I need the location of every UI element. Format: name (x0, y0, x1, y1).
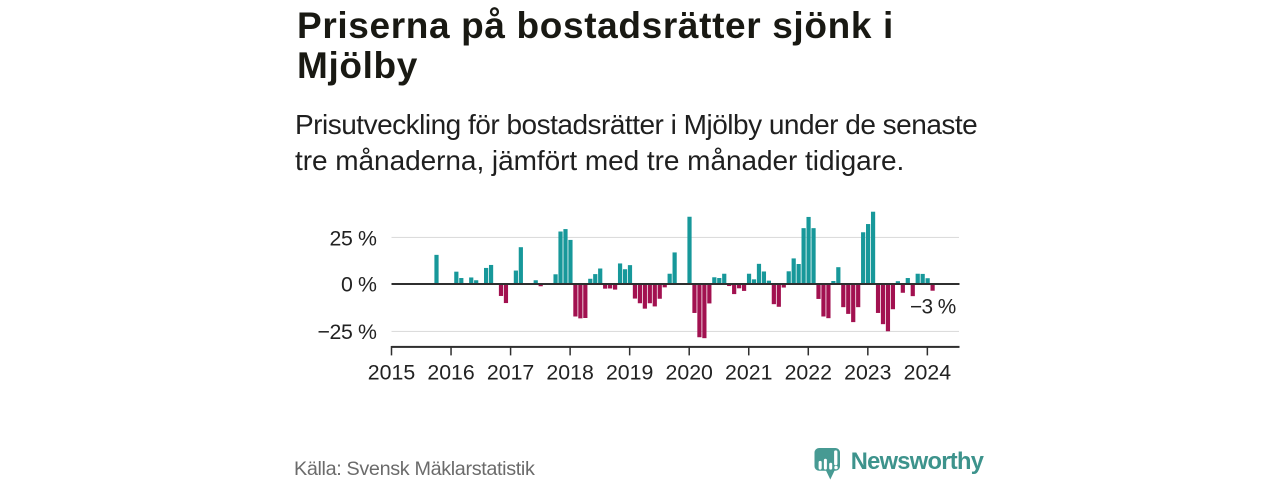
svg-text:2015: 2015 (368, 360, 415, 384)
svg-text:−25 %: −25 % (318, 320, 377, 344)
svg-text:0 %: 0 % (341, 272, 377, 296)
svg-text:2024: 2024 (904, 360, 952, 384)
svg-text:−3 %: −3 % (910, 295, 956, 318)
svg-text:2021: 2021 (725, 360, 772, 384)
svg-text:2016: 2016 (427, 360, 474, 384)
svg-text:2022: 2022 (785, 360, 832, 384)
svg-text:25 %: 25 % (330, 227, 377, 251)
svg-text:2019: 2019 (606, 360, 653, 384)
svg-text:2017: 2017 (487, 360, 534, 384)
svg-text:2018: 2018 (546, 360, 593, 384)
svg-text:2023: 2023 (844, 360, 891, 384)
svg-text:2020: 2020 (666, 360, 714, 384)
